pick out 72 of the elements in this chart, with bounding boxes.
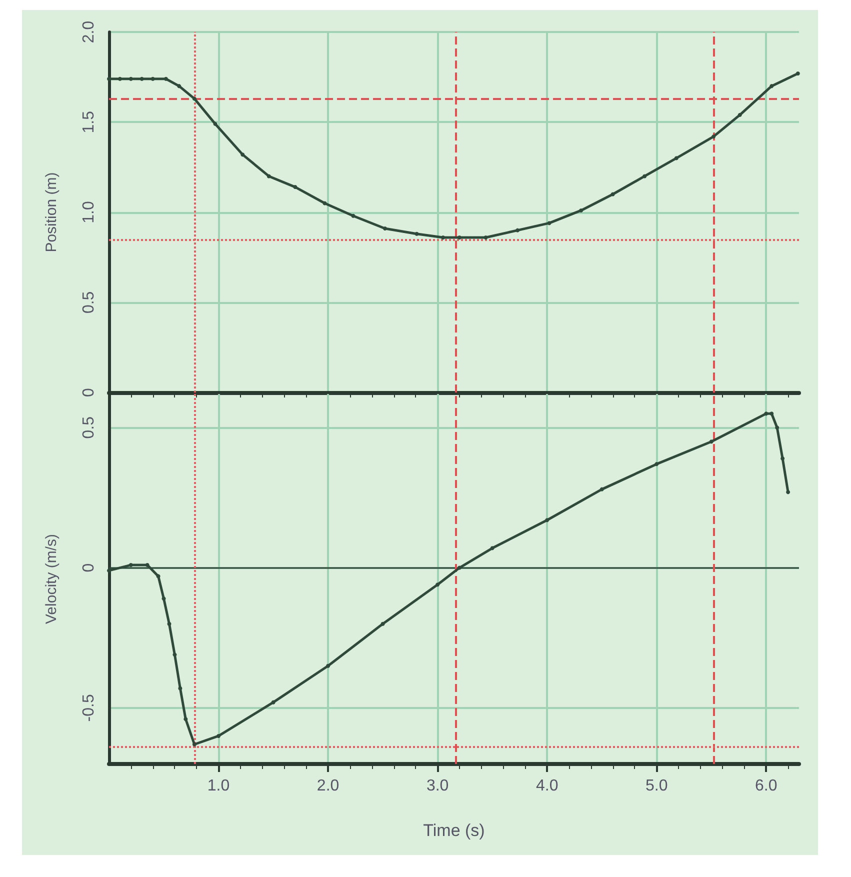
point	[351, 214, 356, 218]
point	[156, 574, 160, 578]
point	[128, 562, 133, 567]
x-tick-label: 2.0	[316, 778, 340, 794]
point	[216, 734, 221, 738]
point	[140, 76, 144, 81]
point	[164, 76, 168, 81]
y-tick-label: 1.0	[80, 201, 98, 224]
point	[709, 440, 714, 444]
point	[184, 717, 188, 722]
point	[610, 192, 615, 196]
point	[383, 226, 387, 230]
point	[178, 686, 182, 690]
point	[266, 174, 271, 178]
point	[107, 76, 111, 81]
x-axis-title: Time (s)	[423, 821, 485, 840]
point	[167, 622, 172, 626]
point	[457, 236, 462, 240]
point	[128, 76, 133, 81]
y-axis-title: Position (m)	[43, 172, 60, 252]
point	[107, 568, 111, 573]
point	[271, 700, 276, 704]
point	[642, 174, 647, 178]
point	[322, 201, 327, 206]
point	[490, 546, 494, 550]
x-tick-label: 1.0	[207, 778, 230, 794]
y-tick-label: 2.0	[80, 20, 98, 44]
point	[192, 742, 196, 746]
y-tick-label: 0.5	[80, 416, 98, 439]
point	[770, 412, 774, 416]
point	[293, 185, 298, 190]
x-tick-label: 4.0	[536, 778, 558, 794]
point	[516, 228, 520, 232]
point	[796, 71, 800, 76]
x-tick-label: 5.0	[645, 778, 668, 794]
point	[654, 462, 659, 466]
point	[786, 490, 790, 494]
point	[145, 562, 150, 567]
point	[192, 96, 196, 101]
point	[240, 152, 245, 157]
y-tick-label: -0.5	[80, 694, 98, 722]
point	[775, 426, 780, 430]
y-tick-label: 0.5	[80, 291, 98, 314]
point	[457, 566, 462, 570]
point	[213, 122, 218, 126]
point	[770, 84, 774, 88]
point	[118, 76, 122, 81]
point	[738, 112, 742, 117]
point	[436, 582, 440, 587]
point	[545, 518, 550, 522]
point	[764, 412, 768, 416]
point	[150, 76, 155, 81]
point	[484, 236, 488, 240]
y-axis-title: Velocity (m/s)	[43, 534, 60, 624]
point	[380, 622, 385, 626]
y-tick-label: 1.5	[80, 110, 98, 134]
point	[600, 487, 604, 492]
point	[674, 156, 678, 160]
point	[441, 236, 446, 240]
point	[712, 134, 716, 139]
point	[414, 232, 419, 236]
point	[547, 221, 552, 226]
point	[326, 664, 330, 668]
y-tick-label: 0	[80, 388, 98, 398]
point	[780, 456, 785, 460]
y-tick-label: 0	[80, 563, 98, 572]
point	[162, 596, 166, 601]
point	[579, 208, 584, 212]
x-tick-label: 6.0	[755, 778, 778, 794]
point	[177, 84, 182, 88]
point	[172, 652, 177, 657]
x-tick-label: 3.0	[426, 778, 449, 794]
